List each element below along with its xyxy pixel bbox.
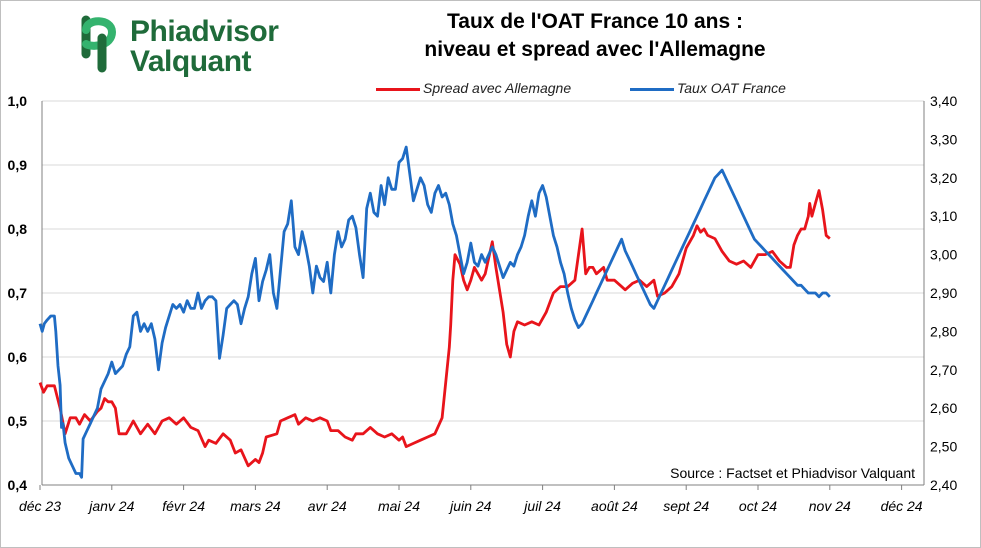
chart-title-line-1: Taux de l'OAT France 10 ans : <box>447 10 743 33</box>
y-right-tick-label: 2,80 <box>930 323 957 339</box>
y-right-tick-label: 2,70 <box>930 362 957 378</box>
logo-line-1: Phiadvisor <box>130 15 279 48</box>
x-tick-label: déc 23 <box>19 498 61 514</box>
x-tick-label: juil 24 <box>522 498 561 514</box>
x-tick-label: août 24 <box>591 498 638 514</box>
y-left-tick-label: 0,9 <box>8 157 28 173</box>
phiadvisor-logo-icon <box>81 15 117 73</box>
y-right-tick-label: 2,60 <box>930 400 957 416</box>
legend-item-oat: Taux OAT France <box>630 80 786 96</box>
logo-line-2: Valquant <box>130 45 252 78</box>
legend-item-spread: Spread avec Allemagne <box>376 80 571 96</box>
y-right-tick-label: 3,10 <box>930 208 957 224</box>
x-tick-label: mars 24 <box>230 498 281 514</box>
logo: Phiadvisor Valquant <box>72 14 302 78</box>
x-tick-label: avr 24 <box>308 498 347 514</box>
x-tick-label: nov 24 <box>809 498 851 514</box>
y-right-tick-label: 3,30 <box>930 131 957 147</box>
legend-swatch-oat <box>630 87 674 91</box>
x-tick-label: juin 24 <box>448 498 491 514</box>
y-left-tick-label: 0,7 <box>8 285 28 301</box>
y-right-tick-label: 3,00 <box>930 247 957 263</box>
legend-swatch-spread <box>376 87 420 91</box>
y-left-tick-label: 0,8 <box>8 221 28 237</box>
y-left-tick-label: 0,6 <box>8 349 28 365</box>
legend-label-oat: Taux OAT France <box>677 80 786 96</box>
chart-title: Taux de l'OAT France 10 ans : niveau et … <box>330 8 860 64</box>
y-right-tick-label: 3,40 <box>930 93 957 109</box>
y-right-tick-label: 2,40 <box>930 477 957 493</box>
y-left-tick-label: 0,5 <box>8 413 28 429</box>
chart-title-line-2: niveau et spread avec l'Allemagne <box>424 38 766 61</box>
spread-series-line <box>38 189 831 468</box>
x-tick-label: déc 24 <box>881 498 923 514</box>
x-tick-label: sept 24 <box>663 498 709 514</box>
y-right-tick-label: 2,50 <box>930 439 957 455</box>
y-left-tick-label: 1,0 <box>8 93 28 109</box>
y-right-tick-label: 3,20 <box>930 170 957 186</box>
legend-label-spread: Spread avec Allemagne <box>423 80 572 96</box>
y-right-tick-label: 2,90 <box>930 285 957 301</box>
x-tick-label: oct 24 <box>739 498 777 514</box>
source-note: Source : Factset et Phiadvisor Valquant <box>560 463 915 483</box>
x-tick-label: févr 24 <box>162 498 205 514</box>
x-tick-label: mai 24 <box>378 498 420 514</box>
x-tick-label: janv 24 <box>87 498 134 514</box>
y-left-tick-label: 0,4 <box>8 477 28 493</box>
oat-series-line <box>38 145 831 479</box>
